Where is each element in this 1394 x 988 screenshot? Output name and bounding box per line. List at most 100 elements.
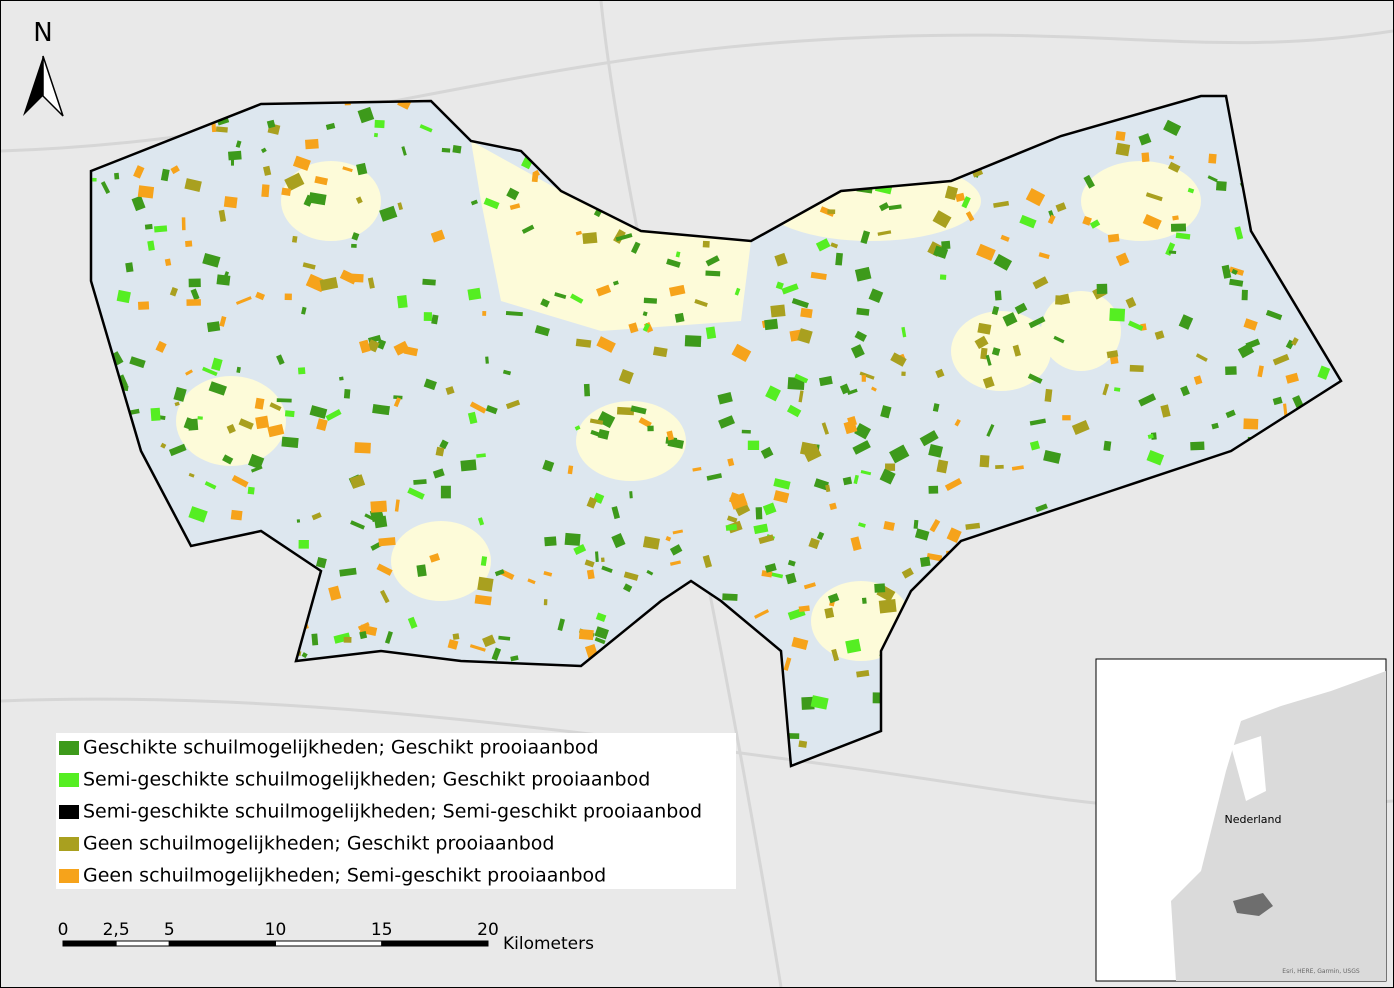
habitat-patch	[133, 165, 145, 179]
habitat-patch	[1208, 153, 1217, 164]
habitat-patch	[928, 485, 939, 494]
habitat-patch	[1082, 539, 1099, 553]
habitat-patch	[996, 710, 1008, 716]
habitat-patch	[298, 539, 309, 549]
habitat-patch	[722, 593, 738, 601]
habitat-patch	[1007, 765, 1025, 766]
habitat-patch	[654, 704, 669, 718]
habitat-patch	[155, 340, 167, 353]
habitat-patch	[92, 327, 98, 334]
habitat-patch	[356, 162, 368, 176]
habitat-patch	[1011, 690, 1025, 706]
habitat-patch	[304, 138, 319, 150]
habitat-patch	[1334, 244, 1341, 257]
habitat-patch	[919, 556, 931, 567]
habitat-patch	[263, 665, 273, 679]
habitat-patch	[99, 455, 106, 465]
habitat-patch	[586, 569, 595, 580]
habitat-patch	[235, 296, 252, 305]
habitat-patch	[666, 102, 680, 107]
habitat-patch	[422, 278, 436, 286]
habitat-patch	[618, 368, 634, 385]
habitat-patch	[541, 709, 560, 724]
habitat-patch	[928, 443, 944, 458]
habitat-patch	[1035, 503, 1048, 513]
habitat-patch	[753, 523, 769, 535]
habitat-patch	[419, 124, 433, 133]
habitat-patch	[910, 158, 915, 163]
habitat-patch	[188, 506, 208, 523]
habitat-patch	[1241, 289, 1248, 301]
habitat-patch	[855, 99, 863, 111]
habitat-patch	[778, 132, 791, 147]
north-arrow: N	[23, 18, 64, 117]
habitat-patch	[315, 556, 327, 569]
habitat-patch	[1025, 188, 1046, 207]
habitat-patch	[188, 472, 195, 478]
habitat-patch	[986, 424, 995, 437]
habitat-patch	[843, 420, 858, 435]
habitat-patch	[138, 559, 159, 576]
habitat-patch	[824, 607, 835, 619]
habitat-patch	[1101, 582, 1113, 594]
scale-segment	[168, 940, 276, 947]
habitat-patch	[1143, 527, 1157, 539]
habitat-patch	[974, 335, 989, 350]
habitat-patch	[116, 482, 134, 497]
habitat-patch	[1079, 578, 1098, 595]
habitat-patch	[521, 224, 535, 234]
habitat-patch	[92, 177, 97, 182]
habitat-patch	[690, 647, 695, 655]
habitat-patch	[357, 106, 375, 124]
habitat-patch	[719, 164, 731, 175]
habitat-patch	[599, 680, 613, 693]
habitat-patch	[1135, 532, 1145, 540]
habitat-patch	[1278, 268, 1293, 277]
habitat-patch	[111, 588, 117, 601]
habitat-patch	[1234, 226, 1244, 240]
habitat-patch	[964, 153, 975, 160]
habitat-patch	[291, 235, 298, 243]
habitat-patch	[228, 150, 242, 161]
habitat-patch	[180, 705, 189, 713]
habitat-patch	[460, 459, 477, 472]
habitat-patch	[393, 397, 402, 408]
habitat-patch	[574, 699, 585, 710]
habitat-patch	[1115, 131, 1126, 141]
habitat-patch	[314, 175, 329, 186]
habitat-patch	[562, 673, 574, 682]
habitat-patch	[429, 553, 441, 563]
habitat-patch	[1257, 365, 1264, 378]
habitat-patch	[529, 101, 547, 117]
habitat-patch	[131, 195, 146, 212]
habitat-patch	[1000, 686, 1010, 693]
habitat-patch	[1190, 441, 1205, 451]
habitat-patch	[1044, 388, 1053, 402]
habitat-patch	[668, 713, 685, 727]
habitat-patch	[682, 625, 700, 635]
region-border	[89, 94, 1343, 768]
habitat-patch	[269, 402, 282, 412]
habitat-patch	[980, 347, 988, 360]
habitat-patch	[630, 241, 641, 254]
habitat-patch	[637, 106, 652, 112]
habitat-patch	[1052, 559, 1069, 573]
habitat-patch	[798, 390, 804, 403]
habitat-patch	[770, 304, 786, 318]
habitat-patch	[1035, 590, 1047, 600]
habitat-patch	[762, 502, 777, 516]
habitat-patch	[221, 711, 233, 724]
habitat-patch	[669, 100, 686, 107]
habitat-patch	[810, 695, 829, 710]
habitat-patch	[955, 192, 966, 202]
legend-box	[56, 733, 736, 889]
habitat-patch	[170, 165, 180, 175]
habitat-patch	[785, 572, 797, 585]
habitat-patch	[379, 205, 398, 222]
habitat-patch	[1096, 283, 1108, 295]
habitat-patch	[584, 559, 595, 568]
habitat-patch	[1029, 440, 1041, 451]
habitat-patch	[1317, 403, 1335, 421]
habitat-patch	[814, 171, 820, 176]
